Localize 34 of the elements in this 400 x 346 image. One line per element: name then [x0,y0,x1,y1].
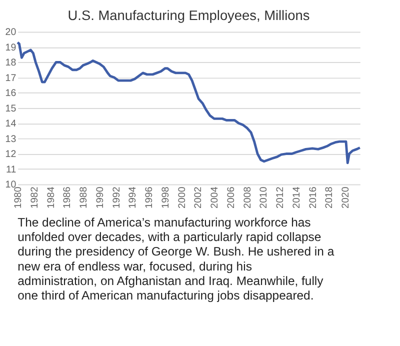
y-tick-label: 13 [5,134,16,145]
x-tick-label: 2002 [193,186,204,208]
x-tick-label: 1982 [29,186,40,208]
y-tick-label: 12 [5,149,16,160]
x-tick-label: 1998 [160,186,172,208]
y-tick-label: 16 [5,88,16,100]
x-tick-label: 2014 [291,186,302,208]
x-tick-label: 2004 [210,186,221,208]
y-tick-label: 14 [5,118,17,130]
x-tick-label: 1992 [111,186,122,208]
x-tick-label: 2016 [308,186,319,208]
x-tick-label: 1990 [94,186,106,208]
y-tick-label: 17 [5,72,16,84]
x-tick-label: 2000 [176,186,188,208]
x-tick-label: 1980 [13,186,24,208]
x-tick-label: 1996 [144,186,156,208]
x-tick-label: 2010 [258,186,270,208]
x-tick-label: 2012 [275,186,286,208]
y-tick-label: 15 [5,103,17,114]
x-tick-label: 2006 [226,186,237,208]
x-tick-label: 2020 [340,186,352,208]
y-tick-label: 20 [5,27,17,38]
x-tick-label: 1988 [78,186,90,208]
chart-title: U.S. Manufacturing Employees, Millions [68,8,310,23]
line-series [16,41,362,164]
x-tick-label: 1994 [128,186,139,208]
x-tick-label: 2008 [242,186,254,208]
y-tick-label: 11 [6,164,16,176]
y-tick-label: 19 [5,42,16,54]
x-tick-label: 2018 [324,186,336,208]
x-tick-label: 1986 [62,186,74,208]
y-tick-label: 18 [5,58,16,69]
text: The decline of America’s manufacturing workforce has unfolded over decades, with a particularly rapid collapse during the presidency of George W. Bush. He ushered in a new era of endless war, focused, during his administration, on Afghanistan and Iraq. Meanwhile, fully one third of American manufacturing jobs disappeared. [18,215,334,303]
x-tick-label: 1984 [46,186,57,208]
